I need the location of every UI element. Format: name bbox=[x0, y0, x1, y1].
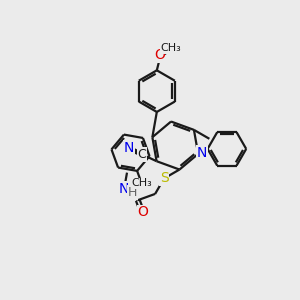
Text: C: C bbox=[137, 148, 146, 161]
Text: N: N bbox=[119, 182, 129, 196]
Text: S: S bbox=[160, 172, 168, 185]
Text: N: N bbox=[196, 146, 207, 160]
Text: H: H bbox=[128, 186, 137, 199]
Text: CH₃: CH₃ bbox=[161, 43, 182, 53]
Text: O: O bbox=[154, 49, 165, 62]
Text: CH₃: CH₃ bbox=[131, 178, 152, 188]
Text: N: N bbox=[124, 141, 134, 155]
Text: O: O bbox=[137, 206, 148, 219]
